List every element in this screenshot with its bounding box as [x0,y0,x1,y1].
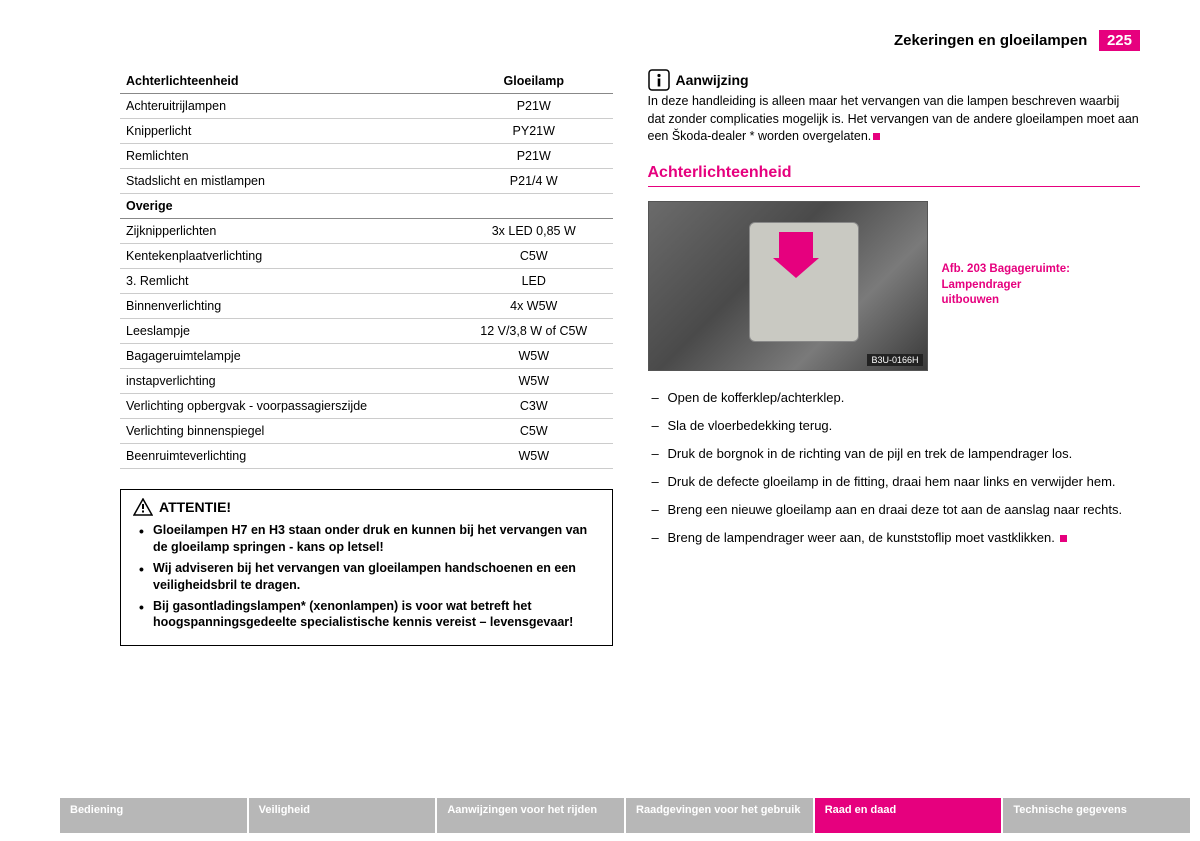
warning-item: Bij gasontladingslampen* (xenonlampen) i… [133,598,600,632]
table-cell: Verlichting opbergvak - voorpassagierszi… [120,394,455,419]
footer-tab[interactable]: Veiligheid [249,798,438,833]
left-column: Achterlichteenheid Gloeilamp Achteruitri… [120,69,613,646]
table-row: Binnenverlichting4x W5W [120,294,613,319]
step-item: Druk de borgnok in de richting van de pi… [648,445,1141,463]
warning-item: Gloeilampen H7 en H3 staan onder druk en… [133,522,600,556]
table-cell: 12 V/3,8 W of C5W [455,319,613,344]
note-title-text: Aanwijzing [676,72,749,88]
step-item: Open de kofferklep/achterklep. [648,389,1141,407]
table-cell: Beenruimteverlichting [120,444,455,469]
footer-tab[interactable]: Raadgevingen voor het gebruik [626,798,815,833]
step-item: Sla de vloerbedekking terug. [648,417,1141,435]
two-column-layout: Achterlichteenheid Gloeilamp Achteruitri… [120,69,1140,646]
table-row: Stadslicht en mistlampenP21/4 W [120,169,613,194]
table-cell: C5W [455,244,613,269]
page-number: 225 [1099,30,1140,51]
steps-list: Open de kofferklep/achterklep. Sla de vlo… [648,389,1141,548]
info-icon [648,69,670,91]
table-cell: instapverlichting [120,369,455,394]
table-cell: Verlichting binnenspiegel [120,419,455,444]
warning-title: ATTENTIE! [133,498,600,516]
table-cell: Achteruitrijlampen [120,94,455,119]
figure-row: B3U-0166H Afb. 203 Bagageruimte: Lampend… [648,201,1141,371]
table-section: Overige [120,194,613,219]
footer-tab[interactable]: Aanwijzingen voor het rijden [437,798,626,833]
footer-tab[interactable]: Bediening [60,798,249,833]
figure-caption: Afb. 203 Bagageruimte: Lampendrager uitb… [942,262,1082,309]
table-cell: C3W [455,394,613,419]
page: Zekeringen en gloeilampen 225 Achterlich… [0,0,1200,646]
arrow-icon [779,232,813,260]
table-row: Leeslampje12 V/3,8 W of C5W [120,319,613,344]
table-cell: 3. Remlicht [120,269,455,294]
table-row: RemlichtenP21W [120,144,613,169]
right-column: Aanwijzing In deze handleiding is alleen… [648,69,1141,646]
footer-tab[interactable]: Technische gegevens [1003,798,1190,833]
warning-item: Wij adviseren bij het vervangen van gloe… [133,560,600,594]
table-cell: PY21W [455,119,613,144]
header-title: Zekeringen en gloeilampen [894,32,1087,49]
table-cell: Remlichten [120,144,455,169]
table-cell: W5W [455,344,613,369]
table-cell: P21/4 W [455,169,613,194]
table-row: instapverlichtingW5W [120,369,613,394]
table-header: Gloeilamp [455,69,613,94]
figure-tag: B3U-0166H [867,354,922,366]
end-marker-icon [873,133,880,140]
table-cell: Bagageruimtelampje [120,344,455,369]
table-row: 3. RemlichtLED [120,269,613,294]
end-marker-icon [1060,535,1067,542]
table-cell: 3x LED 0,85 W [455,219,613,244]
page-header: Zekeringen en gloeilampen 225 [120,30,1140,51]
footer-tab[interactable]: Raad en daad [815,798,1004,833]
figure-image: B3U-0166H [648,201,928,371]
bulb-table: Achterlichteenheid Gloeilamp Achteruitri… [120,69,613,469]
table-cell: Zijknipperlichten [120,219,455,244]
table-cell: LED [455,269,613,294]
table-cell: Knipperlicht [120,119,455,144]
table-row: KnipperlichtPY21W [120,119,613,144]
table-row: Verlichting opbergvak - voorpassagierszi… [120,394,613,419]
table-cell: P21W [455,144,613,169]
table-cell: Binnenverlichting [120,294,455,319]
table-cell: P21W [455,94,613,119]
warning-list: Gloeilampen H7 en H3 staan onder druk en… [133,522,600,631]
table-header: Achterlichteenheid [120,69,455,94]
table-cell: C5W [455,419,613,444]
table-row: KentekenplaatverlichtingC5W [120,244,613,269]
note-title: Aanwijzing [648,69,1141,91]
section-heading: Achterlichteenheid [648,164,1141,187]
table-cell: Leeslampje [120,319,455,344]
table-cell: Stadslicht en mistlampen [120,169,455,194]
table-cell: W5W [455,444,613,469]
table-row: BagageruimtelampjeW5W [120,344,613,369]
table-row: Verlichting binnenspiegelC5W [120,419,613,444]
step-item: Breng de lampendrager weer aan, de kunst… [648,529,1141,547]
table-row: BeenruimteverlichtingW5W [120,444,613,469]
table-row: AchteruitrijlampenP21W [120,94,613,119]
table-cell: 4x W5W [455,294,613,319]
note-text: In deze handleiding is alleen maar het v… [648,93,1141,146]
table-cell: Kentekenplaatverlichting [120,244,455,269]
warning-box: ATTENTIE! Gloeilampen H7 en H3 staan ond… [120,489,613,646]
table-cell: W5W [455,369,613,394]
warning-title-text: ATTENTIE! [159,499,231,515]
step-item: Druk de defecte gloeilamp in de fitting,… [648,473,1141,491]
step-item: Breng een nieuwe gloeilamp aan en draai … [648,501,1141,519]
table-row: Zijknipperlichten3x LED 0,85 W [120,219,613,244]
warning-icon [133,498,153,516]
footer-tabs: BedieningVeiligheidAanwijzingen voor het… [60,798,1190,833]
